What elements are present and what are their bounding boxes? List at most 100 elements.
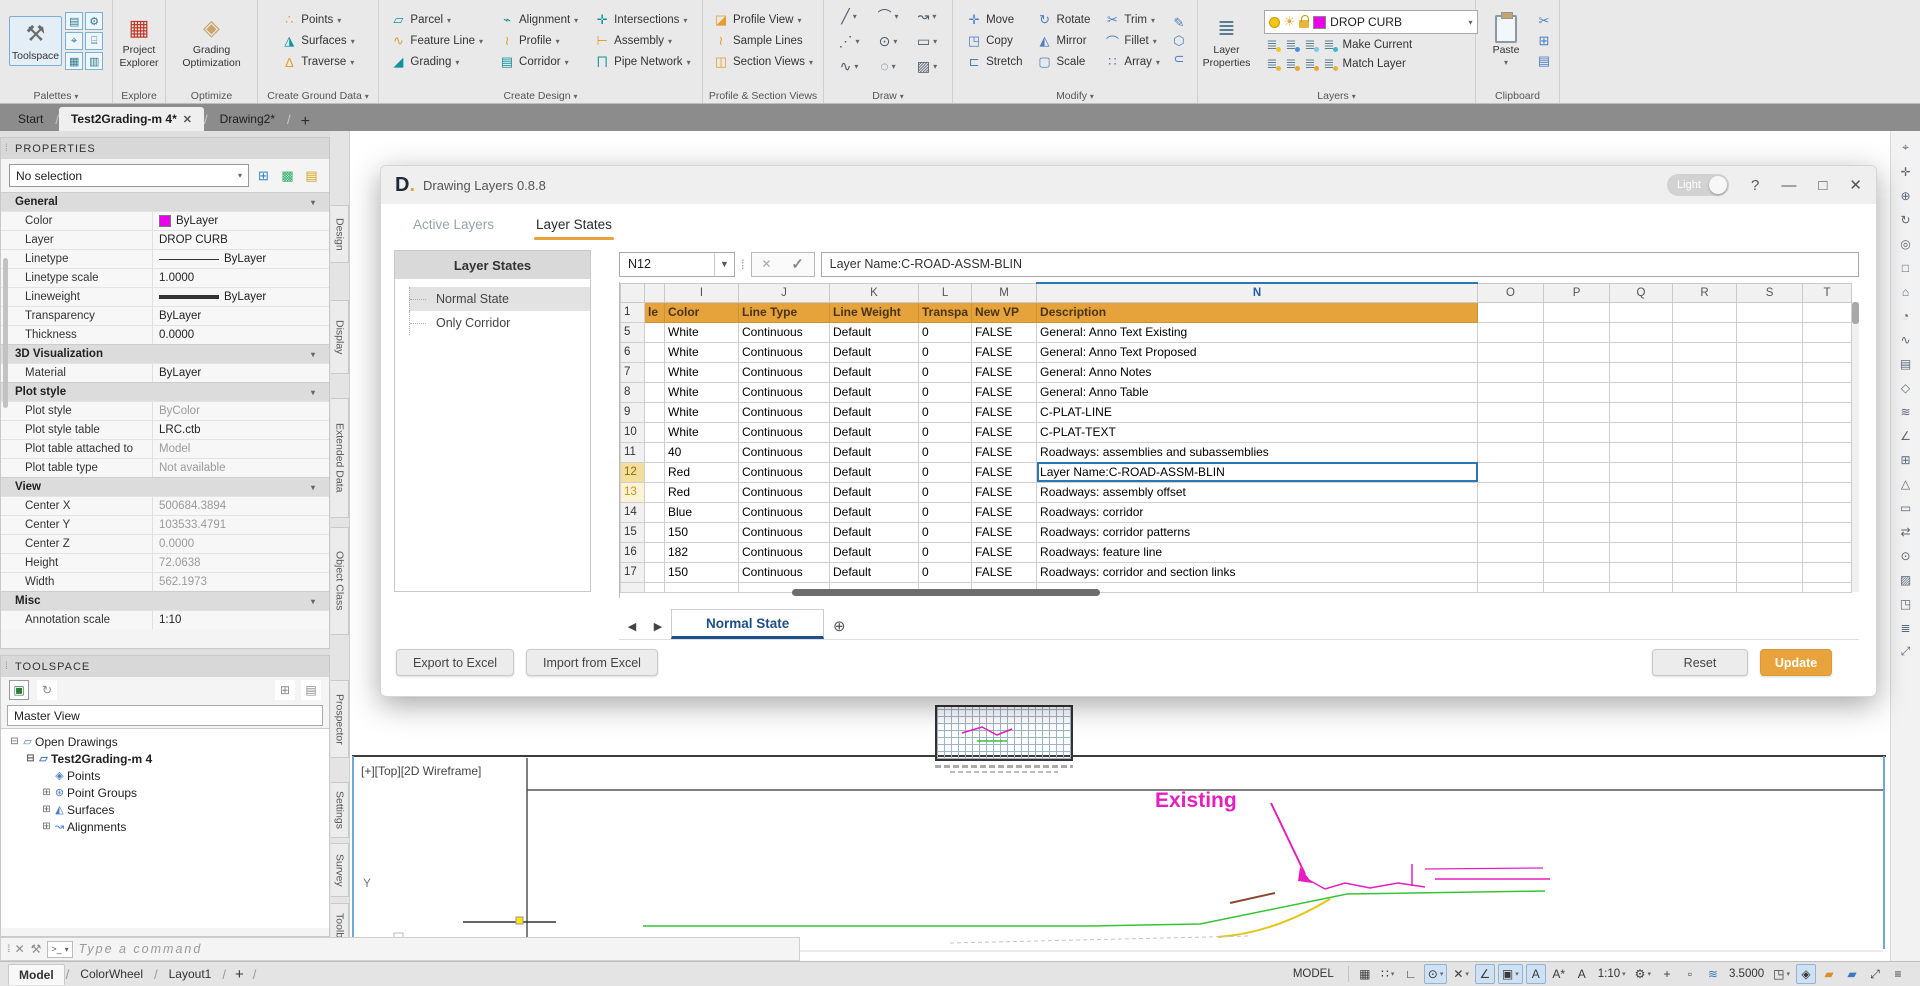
layers-panel-label[interactable]: Layers ▾	[1198, 90, 1475, 102]
cell-description[interactable]: General: Anno Notes	[1037, 362, 1478, 382]
cell-empty[interactable]	[1803, 462, 1852, 482]
cell-empty[interactable]	[1803, 482, 1852, 502]
row-number-header[interactable]: 1	[621, 302, 645, 322]
cell-new-vp[interactable]: FALSE	[972, 442, 1037, 462]
assembly-section-grid[interactable]	[935, 705, 1073, 761]
cell-empty[interactable]	[1544, 562, 1610, 582]
workspace-switching-icon[interactable]: ⚙▾	[1632, 964, 1654, 984]
copy-icon[interactable]: ⊞	[1536, 33, 1552, 49]
angle-tool-icon[interactable]: ∠	[1895, 425, 1917, 446]
side-tab-settings[interactable]: Settings	[331, 782, 349, 838]
cell-line-type[interactable]: Continuous	[739, 322, 830, 342]
header-cell-line-type[interactable]: Line Type	[739, 302, 830, 322]
cut-icon[interactable]: ✂	[1536, 13, 1552, 29]
cell-le[interactable]	[645, 362, 665, 382]
sheet-tool-icon[interactable]: ▤	[1895, 353, 1917, 374]
header-cell-empty-q[interactable]	[1610, 302, 1673, 322]
layer-dropdown[interactable]: ☀ DROP CURB ▾	[1264, 10, 1478, 34]
header-cell-empty-t[interactable]	[1803, 302, 1852, 322]
annotation-scale-flag-icon[interactable]: A	[1572, 964, 1592, 984]
zoom-tool-icon[interactable]: ⊕	[1895, 185, 1917, 206]
row-number-5[interactable]: 5	[621, 322, 645, 342]
column-letter-T[interactable]: T	[1803, 283, 1852, 302]
property-value[interactable]: ByColor	[153, 402, 329, 420]
crosshair-icon[interactable]: +	[1657, 964, 1677, 984]
draw-tool-ellipse-icon[interactable]: ◌▾	[869, 54, 907, 78]
recent-commands-icon[interactable]: >_ ▾	[47, 941, 72, 958]
cell-empty[interactable]	[1737, 522, 1803, 542]
cell-new-vp[interactable]: FALSE	[972, 322, 1037, 342]
header-cell-empty-r[interactable]	[1673, 302, 1737, 322]
toolspace-view-dropdown[interactable]: Master View	[7, 705, 323, 726]
expand-tool-icon[interactable]: ⤢	[1895, 641, 1917, 662]
expand-icon[interactable]: ⊞	[41, 787, 52, 798]
cell-empty[interactable]	[1544, 542, 1610, 562]
property-value[interactable]: ByLayer	[153, 212, 329, 230]
cell-line-weight[interactable]: Default	[830, 442, 919, 462]
draw-tool-arc-icon[interactable]: ⌒▾	[869, 4, 907, 28]
ribbon-item-surfaces[interactable]: ◮Surfaces▾	[278, 32, 357, 51]
cell-empty[interactable]	[1673, 362, 1737, 382]
side-tab-prospector[interactable]: Prospector	[331, 680, 349, 758]
tree-item-surfaces[interactable]: ⊞◭Surfaces	[1, 801, 329, 818]
section-header-3d-visualization[interactable]: 3D Visualization▾	[1, 344, 329, 363]
project-explorer-button[interactable]: ▦ Project Explorer	[117, 11, 161, 70]
cell-empty[interactable]	[1737, 542, 1803, 562]
graphics-performance-icon[interactable]: ▰	[1819, 964, 1839, 984]
row-number-11[interactable]: 11	[621, 442, 645, 462]
cell-transparency[interactable]: 0	[919, 542, 972, 562]
cell-empty[interactable]	[1478, 482, 1544, 502]
cell-description[interactable]: General: Anno Text Proposed	[1037, 342, 1478, 362]
header-cell-transpa[interactable]: Transpa	[919, 302, 972, 322]
ribbon-item-pipe-network[interactable]: ⨅Pipe Network▾	[591, 53, 693, 72]
cell-transparency[interactable]: 0	[919, 342, 972, 362]
cell-empty[interactable]	[1673, 342, 1737, 362]
sheet-next-icon[interactable]: ▶	[645, 613, 671, 639]
property-value[interactable]: 0.0000	[153, 535, 329, 553]
cell-color[interactable]: Blue	[665, 502, 739, 522]
cell-empty[interactable]	[1544, 402, 1610, 422]
cell-empty[interactable]	[1610, 382, 1673, 402]
cell-new-vp[interactable]: FALSE	[972, 522, 1037, 542]
cell-color[interactable]: Red	[665, 462, 739, 482]
column-letter-M[interactable]: M	[972, 283, 1037, 302]
cell-description[interactable]: Roadways: corridor	[1037, 502, 1478, 522]
layout-tab-colorwheel[interactable]: ColorWheel	[70, 964, 153, 985]
property-value[interactable]: DROP CURB	[153, 231, 329, 249]
annotation-autoscale-icon[interactable]: A*	[1549, 964, 1569, 984]
reset-button[interactable]: Reset	[1652, 649, 1748, 676]
cell-line-type[interactable]: Continuous	[739, 502, 830, 522]
cell-line-type[interactable]: Continuous	[739, 482, 830, 502]
cell-empty[interactable]	[1544, 442, 1610, 462]
cell-color[interactable]: Red	[665, 482, 739, 502]
partial-cell[interactable]	[1673, 582, 1737, 592]
cell-empty[interactable]	[1610, 562, 1673, 582]
side-tab-extended-data[interactable]: Extended Data	[331, 398, 349, 518]
cell-empty[interactable]	[1673, 382, 1737, 402]
cell-empty[interactable]	[1673, 482, 1737, 502]
make-current-button[interactable]: Make Current	[1343, 39, 1413, 51]
selection-dropdown[interactable]: No selection ▾	[9, 164, 249, 187]
side-tab-object-class[interactable]: Object Class	[331, 527, 349, 635]
export-to-excel-button[interactable]: Export to Excel	[396, 649, 514, 676]
row-number-15[interactable]: 15	[621, 522, 645, 542]
cell-empty[interactable]	[1544, 322, 1610, 342]
cell-description[interactable]: General: Anno Text Existing	[1037, 322, 1478, 342]
side-tab-design[interactable]: Design	[331, 205, 349, 263]
tab-active-layers[interactable]: Active Layers	[411, 211, 496, 238]
cancel-entry-icon[interactable]: ✕	[761, 257, 771, 271]
target-tool-icon[interactable]: ⊙	[1895, 545, 1917, 566]
cell-description[interactable]: Layer Name:C-ROAD-ASSM-BLIN	[1037, 462, 1478, 482]
ribbon-item-profile-view[interactable]: ◪Profile View▾	[710, 11, 816, 30]
cell-empty[interactable]	[1544, 342, 1610, 362]
cell-description[interactable]: Roadways: corridor patterns	[1037, 522, 1478, 542]
ribbon-item-profile[interactable]: ≀Profile▾	[496, 32, 581, 51]
cell-empty[interactable]	[1803, 362, 1852, 382]
annotation-scale-value[interactable]: 1:10▾	[1595, 964, 1629, 984]
theme-toggle[interactable]: Light	[1667, 174, 1729, 196]
cell-empty[interactable]	[1673, 562, 1737, 582]
cell-empty[interactable]	[1478, 442, 1544, 462]
cell-empty[interactable]	[1544, 462, 1610, 482]
section-header-plot-style[interactable]: Plot style▾	[1, 382, 329, 401]
header-cell-le[interactable]: le	[645, 302, 665, 322]
